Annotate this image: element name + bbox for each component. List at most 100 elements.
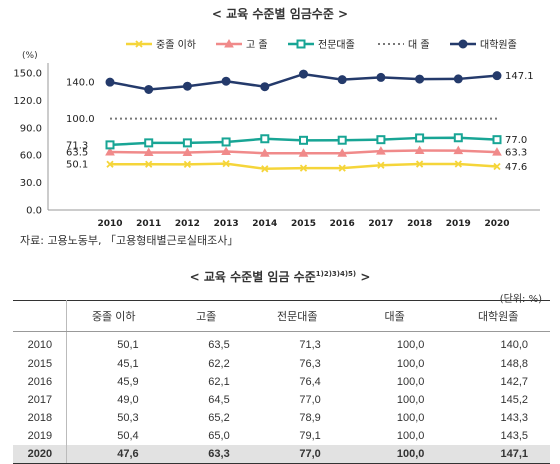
data-point <box>299 69 308 79</box>
header-cell: 고졸 <box>160 300 252 332</box>
data-point <box>105 146 115 156</box>
data-point <box>221 146 231 156</box>
x-tick-label: 2020 <box>484 219 509 229</box>
legend-label: 중졸 이하 <box>156 38 196 51</box>
data-point <box>337 135 347 145</box>
x-tick-label: 2013 <box>214 219 239 229</box>
table-cell: 45,1 <box>117 358 139 370</box>
data-point <box>143 147 154 156</box>
table-row: 2016 45,9 62,1 76,4 100,0 142,7 <box>13 373 550 391</box>
data-point <box>144 138 154 148</box>
x-tick-label: 2017 <box>368 219 393 229</box>
x-tick-label: 2016 <box>330 219 355 229</box>
table-title-text: < 교육 수준별 임금 수준 <box>189 270 316 284</box>
start-value-label: 71.3 <box>66 140 88 151</box>
data-point <box>105 77 115 87</box>
table-cell: 50,1 <box>117 339 139 351</box>
x-tick-label: 2012 <box>175 219 200 229</box>
data-point <box>105 140 115 150</box>
table-title-footnote: 1)2)3)4)5) <box>315 270 357 278</box>
table-cell: 50,3 <box>117 412 139 424</box>
table-cell: 100,0 <box>396 394 425 406</box>
data-point <box>261 165 269 173</box>
table-cell: 78,9 <box>299 412 321 424</box>
header-cell: 중졸 이하 <box>66 300 161 332</box>
table-cell: 62,2 <box>208 358 230 370</box>
data-point <box>338 164 346 172</box>
table-cell: 63,5 <box>208 339 230 351</box>
legend-marker <box>224 38 234 48</box>
start-value-label: 140.0 <box>66 78 95 89</box>
header-cell: 대졸 <box>342 300 447 332</box>
end-value-label: 47.6 <box>505 162 527 173</box>
data-point <box>454 160 462 168</box>
data-point <box>106 160 114 168</box>
data-point <box>299 164 308 172</box>
data-point <box>376 72 386 82</box>
x-tick-label: 2019 <box>446 219 471 229</box>
legend-label: 대학원졸 <box>480 39 517 51</box>
table-cell: 142,7 <box>500 376 528 388</box>
data-point <box>337 148 348 157</box>
data-point <box>377 161 385 169</box>
table-row: 2018 50,3 65,2 78,9 100,0 143,3 <box>13 409 550 427</box>
data-point <box>492 135 502 145</box>
start-value-label: 100.0 <box>66 114 95 125</box>
data-point <box>453 133 463 143</box>
data-point <box>492 147 502 156</box>
y-tick-label: 150.0 <box>13 69 42 80</box>
table-cell: 77,0 <box>299 394 321 406</box>
data-point <box>182 81 192 91</box>
table-cell: 145,2 <box>500 394 528 406</box>
y-tick-label: 60.0 <box>20 151 42 162</box>
table-cell-year: 2019 <box>13 427 67 445</box>
legend-label: 고 졸 <box>246 39 268 51</box>
table-row: 2015 45,1 62,2 76,3 100,0 148,8 <box>13 355 550 373</box>
table-row: 2010 50,1 63,5 71,3 100,0 140,0 <box>13 331 550 355</box>
table-cell: 100,0 <box>396 339 425 351</box>
data-point <box>222 159 230 168</box>
data-point <box>376 146 386 155</box>
table-cell-year: 2020 <box>13 445 67 464</box>
table-cell: 100,0 <box>396 376 425 388</box>
end-value-label: 77.0 <box>505 135 527 146</box>
table-cell: 65,2 <box>208 412 230 424</box>
legend-label: 대 졸 <box>408 39 430 51</box>
data-point <box>183 160 192 168</box>
table-cell: 100,0 <box>396 430 425 442</box>
y-axis-label: (%) <box>22 51 38 61</box>
table-cell-year: 2015 <box>13 355 67 373</box>
data-point <box>415 160 424 168</box>
data-point <box>453 74 463 84</box>
table-cell: 79,1 <box>299 430 321 442</box>
y-tick-label: 0.0 <box>26 206 42 217</box>
data-point <box>221 137 231 147</box>
header-cell: 전문대졸 <box>251 300 343 332</box>
table-row-highlight: 2020 47,6 63,3 77,0 100,0 147,1 <box>13 445 550 464</box>
end-value-label: 63.3 <box>505 148 527 159</box>
data-point <box>299 135 308 145</box>
legend-marker <box>458 39 468 49</box>
x-tick-label: 2010 <box>97 219 122 229</box>
table-cell: 45,9 <box>117 376 139 388</box>
end-value-label: 147.1 <box>505 71 534 82</box>
table-header-row: 중졸 이하 고졸 전문대졸 대졸 대학원졸 <box>13 300 550 332</box>
table-cell: 100,0 <box>396 358 425 370</box>
table-cell: 47,6 <box>66 445 161 464</box>
data-point <box>298 148 309 157</box>
data-point <box>145 160 153 168</box>
table-cell-year: 2016 <box>13 373 67 391</box>
table-cell-year: 2017 <box>13 391 67 409</box>
y-tick-label: 90.0 <box>20 123 42 134</box>
data-point <box>260 82 270 92</box>
x-tick-label: 2011 <box>136 219 161 229</box>
data-point <box>493 162 501 171</box>
table-unit: (단위: %) <box>499 294 542 305</box>
table-cell: 63,3 <box>160 445 252 464</box>
legend-marker <box>135 40 143 48</box>
table-cell: 64,5 <box>208 394 230 406</box>
data-point <box>259 148 270 157</box>
y-tick-label: 120.0 <box>13 96 42 107</box>
table-cell: 76,3 <box>299 358 321 370</box>
table-cell: 76,4 <box>299 376 321 388</box>
